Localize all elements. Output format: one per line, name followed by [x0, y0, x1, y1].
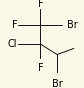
Text: F: F [38, 63, 43, 73]
Text: F: F [12, 20, 18, 30]
Text: Br: Br [67, 20, 78, 30]
Text: Br: Br [52, 79, 62, 88]
Text: Cl: Cl [7, 39, 17, 49]
Text: F: F [38, 0, 43, 9]
